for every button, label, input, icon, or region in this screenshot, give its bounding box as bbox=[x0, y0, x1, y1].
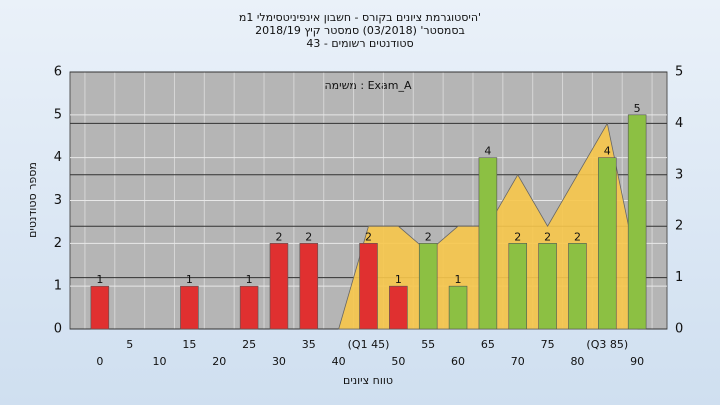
y-tick-label: 6 bbox=[54, 65, 62, 80]
y2-tick-label: 4 bbox=[675, 116, 683, 131]
value-label: 4 bbox=[604, 145, 611, 158]
x-tick-label: (Q1 45) bbox=[348, 338, 390, 351]
chart-subtitle: בסמסטר' (03/2018) סמסטר קיץ 2018/19 bbox=[255, 24, 465, 37]
x-tick-label: 30 bbox=[272, 355, 286, 368]
value-label: 2 bbox=[574, 230, 581, 243]
y2-tick-label: 2 bbox=[675, 219, 683, 234]
x-tick-label: 90 bbox=[630, 355, 644, 368]
bar bbox=[598, 157, 617, 330]
bar bbox=[389, 285, 408, 330]
bar bbox=[269, 243, 289, 330]
x-tick-label: 65 bbox=[481, 338, 495, 351]
value-label: 2 bbox=[514, 230, 521, 243]
x-tick-label: 0 bbox=[96, 355, 103, 368]
x-tick-label: 40 bbox=[332, 355, 346, 368]
x-tick-label: 10 bbox=[153, 355, 167, 368]
y2-tick-label: 1 bbox=[675, 270, 683, 285]
bar bbox=[448, 285, 468, 330]
x-tick-label: 15 bbox=[182, 338, 196, 351]
value-label: 5 bbox=[634, 102, 641, 115]
value-label: 2 bbox=[365, 230, 372, 243]
bar bbox=[568, 243, 587, 330]
chart-title: היסטוגרמת ציונים בקורס - חשבון אינפיניטס… bbox=[239, 11, 481, 24]
y-axis-label: מספר סטודנטים bbox=[26, 162, 39, 238]
value-label: 2 bbox=[305, 230, 312, 243]
x-tick-label: 75 bbox=[541, 338, 555, 351]
x-tick-label: 80 bbox=[570, 355, 584, 368]
value-label: 1 bbox=[96, 273, 103, 286]
bar bbox=[627, 114, 647, 330]
value-label: 1 bbox=[395, 273, 402, 286]
bar bbox=[239, 285, 259, 330]
bar bbox=[418, 243, 438, 330]
y-tick-label: 0 bbox=[54, 322, 62, 337]
x-tick-label: 70 bbox=[511, 355, 525, 368]
value-label: 2 bbox=[425, 230, 432, 243]
y2-tick-label: 5 bbox=[675, 65, 683, 80]
x-tick-label: 5 bbox=[126, 338, 133, 351]
y-tick-label: 3 bbox=[54, 193, 62, 208]
value-label: 4 bbox=[484, 145, 491, 158]
y2-tick-label: 3 bbox=[675, 167, 683, 182]
bar bbox=[478, 157, 498, 330]
x-tick-label: 55 bbox=[421, 338, 435, 351]
x-tick-label: 50 bbox=[391, 355, 405, 368]
y-tick-label: 5 bbox=[54, 107, 62, 122]
x-axis-label: טווח ציונים bbox=[343, 374, 393, 387]
bar bbox=[508, 243, 528, 330]
x-tick-label: 35 bbox=[302, 338, 316, 351]
value-label: 2 bbox=[275, 230, 282, 243]
bar bbox=[538, 243, 557, 330]
y-tick-label: 1 bbox=[54, 279, 62, 294]
y-tick-label: 4 bbox=[54, 150, 62, 165]
x-tick-label: 60 bbox=[451, 355, 465, 368]
y-tick-label: 2 bbox=[54, 236, 62, 251]
value-label: 1 bbox=[455, 273, 462, 286]
annotation: משימה : Exam_A bbox=[324, 79, 412, 92]
chart-subtitle: 43 - סטודנטים רשומים bbox=[306, 37, 413, 50]
x-tick-label: 20 bbox=[212, 355, 226, 368]
value-label: 1 bbox=[246, 273, 253, 286]
bar bbox=[299, 243, 319, 330]
x-tick-label: 25 bbox=[242, 338, 256, 351]
bar bbox=[359, 243, 378, 330]
x-tick-label: (Q3 85) bbox=[586, 338, 628, 351]
bar bbox=[90, 285, 110, 330]
value-label: 1 bbox=[186, 273, 193, 286]
y2-tick-label: 0 bbox=[675, 322, 683, 337]
value-label: 2 bbox=[544, 230, 551, 243]
bar bbox=[180, 285, 199, 330]
